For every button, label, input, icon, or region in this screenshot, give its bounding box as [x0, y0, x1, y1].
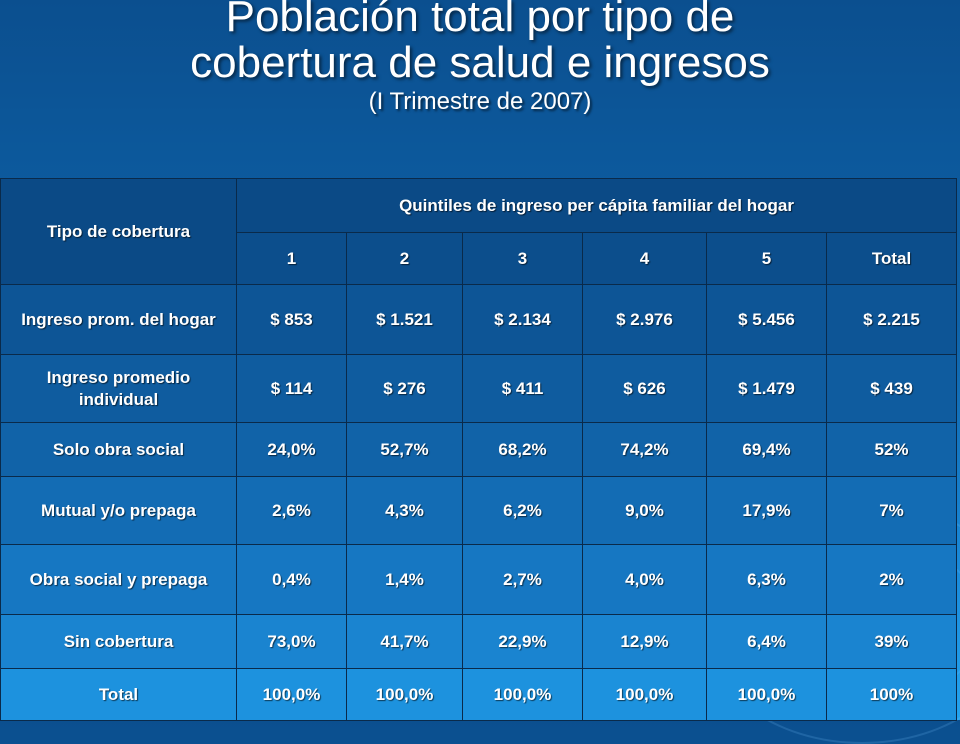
table-cell: 1,4% — [346, 544, 463, 615]
table-cell: 6,4% — [706, 614, 827, 669]
slide-header: Población total por tipo de cobertura de… — [0, 0, 960, 116]
table-row-total: Total 100,0% 100,0% 100,0% 100,0% 100,0%… — [0, 668, 958, 721]
table-row: Solo obra social 24,0% 52,7% 68,2% 74,2%… — [0, 422, 958, 477]
table-cell: 2,6% — [236, 476, 347, 545]
table-cell: 100% — [825, 668, 958, 721]
table-cell: $ 5.456 — [706, 284, 827, 355]
table-cell: 0,4% — [236, 544, 347, 615]
table-cell: $ 853 — [236, 284, 347, 355]
row-label: Solo obra social — [0, 422, 237, 477]
column-header: Total — [825, 232, 958, 285]
table-cell: 2% — [825, 544, 958, 615]
table-cell: 9,0% — [582, 476, 707, 545]
quintiles-group-header: Quintiles de ingreso per cápita familiar… — [235, 178, 958, 233]
row-label: Ingreso prom. del hogar — [0, 284, 237, 355]
table-cell: 100,0% — [462, 668, 583, 721]
table-row: Ingreso promedio individual $ 114 $ 276 … — [0, 354, 958, 423]
table-cell: 100,0% — [346, 668, 463, 721]
table-cell: 6,3% — [706, 544, 827, 615]
table-cell: $ 439 — [825, 354, 958, 423]
coverage-type-header: Tipo de cobertura — [0, 178, 237, 285]
column-header: 1 — [236, 232, 347, 285]
table-cell: 17,9% — [706, 476, 827, 545]
row-label: Mutual y/o prepaga — [0, 476, 237, 545]
column-header: 5 — [706, 232, 827, 285]
table-cell: 52% — [825, 422, 958, 477]
table-cell: 22,9% — [462, 614, 583, 669]
table-cell: 73,0% — [236, 614, 347, 669]
table-cell: $ 114 — [236, 354, 347, 423]
table-cell: $ 411 — [462, 354, 583, 423]
table-cell: 2,7% — [462, 544, 583, 615]
table-cell: 12,9% — [582, 614, 707, 669]
table-cell: 4,0% — [582, 544, 707, 615]
table-cell: $ 626 — [582, 354, 707, 423]
row-label: Total — [0, 668, 237, 721]
table-row: Ingreso prom. del hogar $ 853 $ 1.521 $ … — [0, 284, 958, 355]
table-cell: 100,0% — [582, 668, 707, 721]
table-cell: 69,4% — [706, 422, 827, 477]
table-cell: $ 276 — [346, 354, 463, 423]
table-cell: $ 1.521 — [346, 284, 463, 355]
slide-title: Población total por tipo de cobertura de… — [0, 0, 960, 86]
coverage-income-table: Tipo de cobertura Quintiles de ingreso p… — [0, 178, 958, 721]
row-label: Ingreso promedio individual — [0, 354, 237, 423]
table-row: Obra social y prepaga 0,4% 1,4% 2,7% 4,0… — [0, 544, 958, 615]
table-cell: 68,2% — [462, 422, 583, 477]
table-cell: 7% — [825, 476, 958, 545]
table-cell: 52,7% — [346, 422, 463, 477]
table-row: Sin cobertura 73,0% 41,7% 22,9% 12,9% 6,… — [0, 614, 958, 669]
table-cell: $ 2.134 — [462, 284, 583, 355]
column-header-row: 1 2 3 4 5 Total — [1, 232, 958, 285]
table-cell: 6,2% — [462, 476, 583, 545]
table-cell: $ 2.215 — [825, 284, 958, 355]
title-line-2: cobertura de salud e ingresos — [190, 38, 770, 87]
table-cell: 74,2% — [582, 422, 707, 477]
table-cell: 100,0% — [236, 668, 347, 721]
row-label: Sin cobertura — [0, 614, 237, 669]
table-cell: 24,0% — [236, 422, 347, 477]
table-cell: 39% — [825, 614, 958, 669]
table-row: Mutual y/o prepaga 2,6% 4,3% 6,2% 9,0% 1… — [0, 476, 958, 545]
column-header: 4 — [582, 232, 707, 285]
column-header: 3 — [462, 232, 583, 285]
table-cell: $ 2.976 — [582, 284, 707, 355]
table-cell: $ 1.479 — [706, 354, 827, 423]
table-cell: 100,0% — [706, 668, 827, 721]
slide-subtitle: (I Trimestre de 2007) — [368, 88, 592, 115]
table-cell: 41,7% — [346, 614, 463, 669]
table-cell: 4,3% — [346, 476, 463, 545]
row-label: Obra social y prepaga — [0, 544, 237, 615]
column-header: 2 — [346, 232, 463, 285]
title-line-1: Población total por tipo de — [225, 0, 735, 41]
